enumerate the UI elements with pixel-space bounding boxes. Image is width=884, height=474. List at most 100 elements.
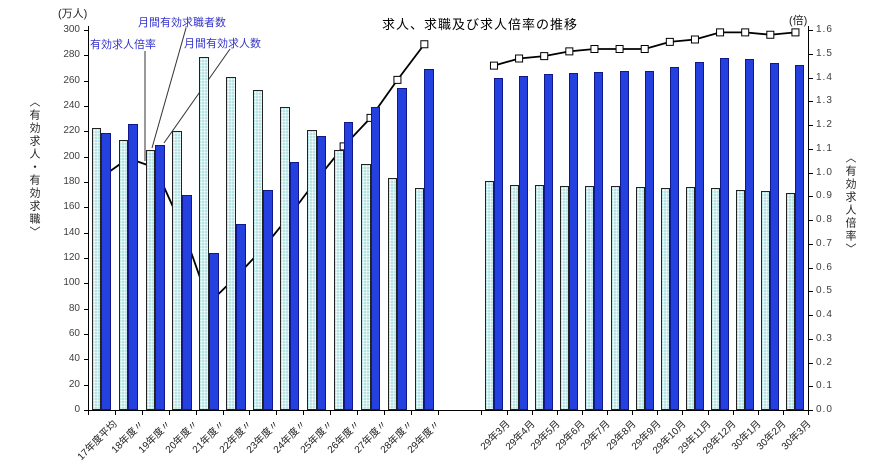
x-axis-tick	[581, 411, 583, 415]
annotation-ratio-label: 有効求人倍率	[90, 39, 156, 51]
x-axis-tick	[168, 411, 170, 415]
right-axis-tick	[809, 77, 813, 79]
left-axis-tick	[84, 106, 88, 107]
left-axis-tick	[84, 232, 88, 234]
bar-seekers	[145, 150, 156, 410]
bar-offers	[289, 161, 300, 410]
right-axis-tick	[809, 125, 813, 126]
right-axis-tick-label: 1.2	[816, 119, 833, 130]
left-axis-tick-label: 220	[63, 125, 80, 137]
left-axis-tick-label: 240	[63, 100, 80, 111]
bar-offers	[519, 75, 529, 410]
x-axis-line	[88, 410, 809, 411]
x-axis-tick	[114, 411, 116, 415]
left-axis-tick-label: 60	[68, 328, 80, 339]
bar-seekers	[484, 180, 494, 410]
bar-offers	[669, 66, 679, 410]
right-axis-tick-label: 0.7	[816, 237, 833, 249]
left-axis-tick	[84, 410, 88, 411]
right-axis-line	[808, 26, 809, 411]
bar-seekers	[360, 164, 371, 410]
right-axis-tick	[809, 243, 813, 245]
right-axis-tick-label: 0.4	[816, 309, 833, 320]
bar-offers	[619, 70, 629, 410]
left-axis-tick	[84, 258, 88, 259]
x-axis-tick	[632, 411, 634, 415]
ratio-marker	[665, 37, 674, 46]
left-axis-tick	[84, 308, 88, 310]
bar-offers	[569, 73, 579, 410]
left-axis-tick-label: 200	[63, 150, 80, 162]
right-axis-tick-label: 1.1	[816, 142, 833, 154]
right-axis-tick	[809, 338, 813, 340]
bar-seekers	[91, 127, 102, 410]
x-axis-tick	[222, 411, 224, 415]
x-axis-tick	[195, 411, 197, 415]
bar-seekers	[610, 185, 620, 410]
x-axis-tick	[607, 411, 608, 415]
left-axis-tick-label: 140	[63, 226, 80, 238]
right-axis-tick-label: 0.2	[816, 356, 833, 368]
left-axis-tick-label: 300	[63, 24, 80, 35]
ratio-marker	[690, 35, 699, 44]
x-axis-tick	[682, 411, 684, 415]
right-axis-tick	[809, 291, 813, 293]
leader-seekers	[151, 27, 187, 149]
bar-offers	[745, 59, 755, 410]
bar-seekers	[685, 187, 695, 410]
leader-offers	[163, 48, 231, 144]
x-axis-tick	[249, 411, 251, 415]
right-axis-tick	[809, 172, 813, 174]
bar-offers	[770, 62, 780, 410]
bar-offers	[397, 88, 408, 410]
annotation-seekers-label: 月間有効求職者数	[138, 17, 226, 29]
left-axis-tick-label: 180	[63, 176, 80, 187]
left-axis-tick-label: 100	[63, 277, 80, 289]
bar-seekers	[414, 188, 425, 410]
bar-seekers	[280, 107, 290, 410]
ratio-marker	[716, 28, 725, 37]
bar-offers	[370, 107, 381, 410]
bar-seekers	[510, 184, 520, 410]
bar-offers	[262, 189, 273, 410]
x-axis-tick	[276, 411, 278, 415]
ratio-marker	[791, 28, 800, 37]
bar-seekers	[786, 193, 796, 410]
bar-seekers	[172, 131, 183, 410]
bar-offers	[544, 74, 554, 410]
bar-seekers	[387, 178, 398, 410]
chart-title: 求人、求職及び求人倍率の推移	[381, 17, 578, 32]
right-axis-tick-label: 0.0	[816, 404, 833, 415]
bar-offers	[694, 61, 704, 410]
x-axis-tick	[732, 411, 734, 415]
right-axis-tick	[809, 386, 813, 388]
bar-seekers	[635, 187, 645, 410]
x-axis-tick	[410, 411, 412, 415]
left-axis-tick	[84, 384, 88, 386]
left-axis-title: 〈有効求人・有効求職〉	[28, 96, 40, 239]
right-axis-title: 〈有効求人倍率〉	[844, 152, 856, 256]
ratio-marker	[489, 61, 498, 70]
x-axis-tick	[556, 411, 558, 415]
right-axis-tick-label: 0.3	[816, 332, 833, 344]
bar-offers	[493, 78, 503, 410]
ratio-marker	[515, 54, 524, 63]
bar-seekers	[226, 76, 236, 410]
left-axis-tick-label: 120	[63, 252, 80, 263]
left-axis-tick-label: 40	[68, 353, 80, 365]
left-axis-tick-label: 20	[68, 378, 80, 390]
x-axis-tick	[88, 411, 89, 415]
x-axis-tick	[330, 411, 332, 415]
bar-offers	[644, 70, 654, 410]
x-axis-tick	[757, 411, 759, 415]
bar-seekers	[253, 89, 263, 410]
left-axis-tick	[84, 182, 88, 183]
right-axis-tick	[809, 30, 813, 31]
bar-offers	[209, 252, 219, 410]
left-axis-tick-label: 260	[63, 74, 80, 86]
bar-offers	[720, 57, 730, 410]
x-axis-tick	[531, 411, 533, 415]
bar-seekers	[761, 190, 771, 410]
right-axis-tick	[809, 53, 813, 55]
bar-offers	[155, 145, 165, 410]
